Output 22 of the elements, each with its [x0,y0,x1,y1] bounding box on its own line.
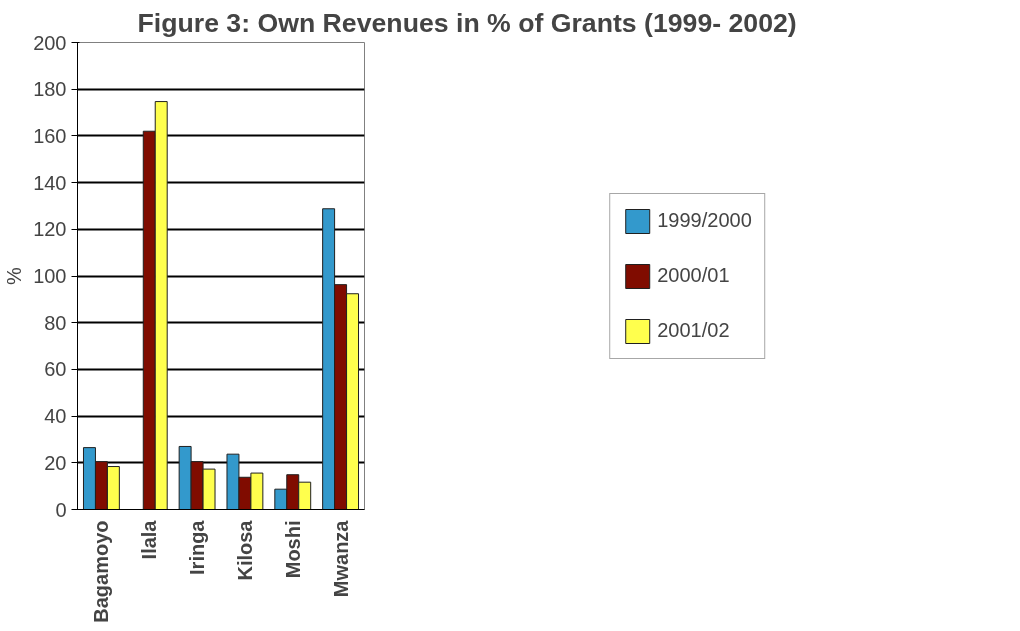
x-tick-label: Moshi [281,520,304,579]
y-tick-label: 160 [33,124,67,147]
x-tick-label: Ilala [138,519,161,560]
y-tick-label: 100 [33,265,67,287]
y-tick-label: 140 [33,171,67,194]
y-tick-label: 200 [33,31,67,54]
y-tick-label: 80 [44,311,67,334]
legend-label: 2001/02 [657,319,730,342]
text: Figure 3: Own Revenues in % of Grants (1999- 2002) [137,7,797,38]
y-tick-label: 0 [55,498,67,521]
y-tick-label: 40 [44,405,67,428]
y-tick-label: 20 [44,451,67,474]
legend-label: 2000/01 [657,264,730,287]
legend-label: 1999/2000 [657,209,752,232]
y-axis-title: % [3,266,26,285]
x-tick-label: Bagamoyo [90,520,113,623]
x-tick-label: Iringa [186,519,209,575]
y-tick-label: 120 [33,218,67,241]
x-tick-label: Kilosa [233,519,256,581]
x-tick-label: Mwanza [329,519,352,598]
y-tick-label: 60 [44,358,67,381]
y-tick-label: 180 [33,78,67,101]
